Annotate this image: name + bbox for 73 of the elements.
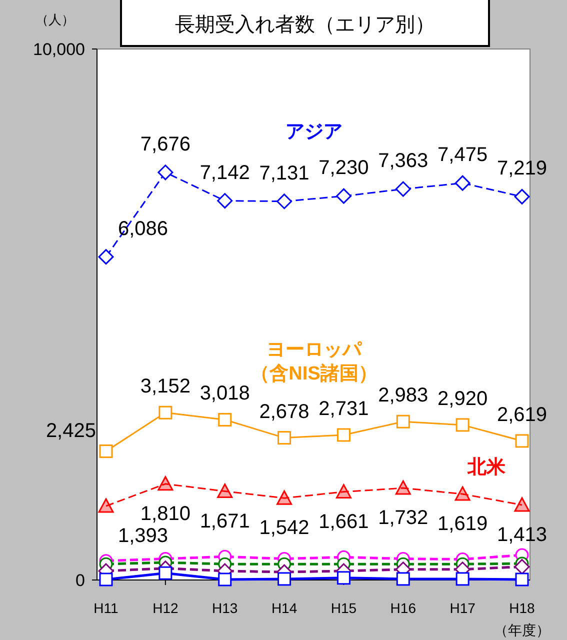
x-axis-title: （年度） [494,622,550,638]
data-label: 2,619 [496,404,548,426]
data-label: 7,142 [200,162,250,184]
data-label: 1,413 [496,524,548,546]
data-label: 2,678 [259,400,310,423]
data-label: 3,152 [140,376,190,398]
point [158,476,174,491]
point [395,181,411,197]
point [276,490,292,505]
data-label: 7,131 [259,162,310,184]
data-label: 6,086 [118,218,168,240]
data-label: 7,676 [140,133,190,156]
x-tick-label: H15 [330,600,357,616]
data-label: 1,393 [118,525,168,548]
data-label: 1,671 [200,510,250,532]
text: アジア [286,122,342,143]
point [218,412,232,426]
point [99,572,113,586]
data-label: 3,018 [200,382,250,405]
x-tick-label: H12 [152,600,178,616]
x-tick-label: H16 [390,600,416,616]
data-label: 7,230 [318,157,369,180]
point [218,572,232,586]
series-label: 北米 [466,456,506,478]
data-label: 1,619 [438,513,488,536]
data-label: 1,732 [378,507,428,530]
point [278,572,292,586]
point [456,418,470,432]
point [158,566,172,580]
point [515,572,529,586]
point [514,558,530,574]
data-label: 1,542 [259,517,310,540]
x-tick-label: H18 [509,600,536,616]
point [396,572,410,586]
point [99,444,113,458]
point [514,188,530,204]
data-label: 2,731 [318,398,369,420]
point [456,572,470,586]
point [396,414,410,428]
x-tick-label: H13 [212,600,238,616]
data-label: 7,475 [438,144,488,166]
x-tick-label: H11 [94,600,119,616]
point [515,434,529,448]
point [514,497,530,512]
point [158,164,174,180]
data-label: 1,661 [318,510,369,533]
series-label: ヨーロッパ（含NIS諸国） [250,339,378,384]
point [454,486,470,501]
data-label: 7,219 [496,158,548,180]
point [336,484,352,499]
x-tick-label: H14 [271,600,298,616]
point [336,428,350,442]
point [278,431,292,445]
point [336,571,350,585]
data-label: 7,363 [378,150,428,172]
y-tick-label: 10,000 [33,40,85,59]
point [395,480,411,495]
point [217,193,233,209]
data-label: 1,810 [140,502,190,525]
chart-title: 長期受入れ者数（エリア別） [175,14,435,36]
point [158,406,172,420]
point [276,194,292,210]
y-axis-title: （人） [36,12,74,27]
x-tick-label: H17 [450,600,476,616]
data-label: 2,425 [46,420,96,442]
data-label: 2,920 [438,388,488,410]
point [454,175,470,191]
point [217,484,233,498]
point [98,498,114,513]
y-tick-label: 0 [76,571,85,590]
point [98,249,114,265]
point [336,188,352,204]
data-label: 2,983 [378,384,428,407]
